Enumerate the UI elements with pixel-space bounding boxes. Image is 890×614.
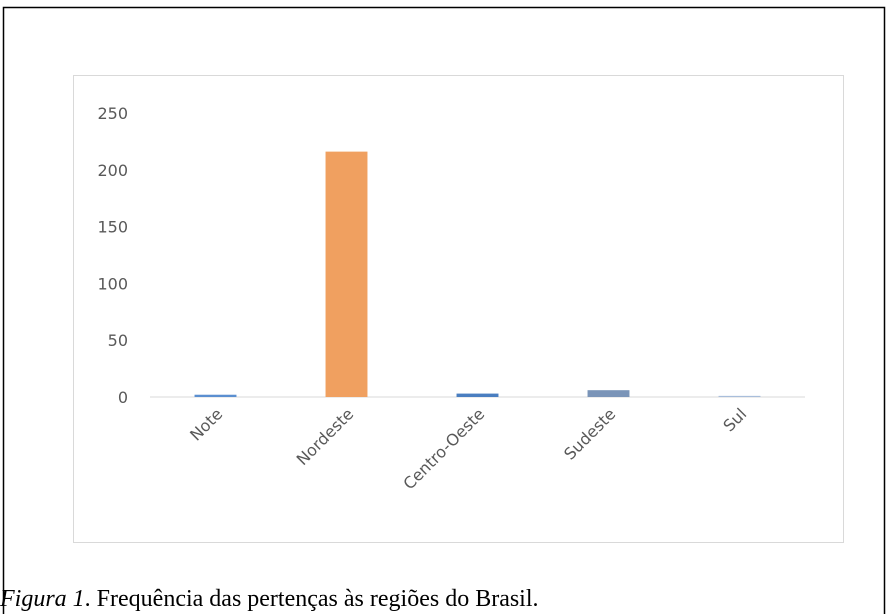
y-tick-label: 100 (97, 274, 128, 293)
y-tick-label: 250 (97, 104, 128, 123)
caption-label: Figura 1 (0, 586, 85, 612)
document-frame (2, 6, 886, 614)
caption-text: . Frequência das pertenças às regiões do… (85, 586, 539, 612)
bar (587, 390, 630, 397)
chart-frame (73, 75, 844, 543)
bar (325, 151, 368, 397)
bar (456, 393, 499, 397)
y-tick-label: 0 (118, 388, 128, 407)
bar (718, 395, 761, 397)
y-tick-label: 150 (97, 218, 128, 237)
caption: Figura 1. Frequência das pertenças às re… (0, 586, 539, 612)
y-tick-label: 200 (97, 161, 128, 180)
y-tick-label: 50 (108, 331, 128, 350)
bar (194, 394, 237, 397)
